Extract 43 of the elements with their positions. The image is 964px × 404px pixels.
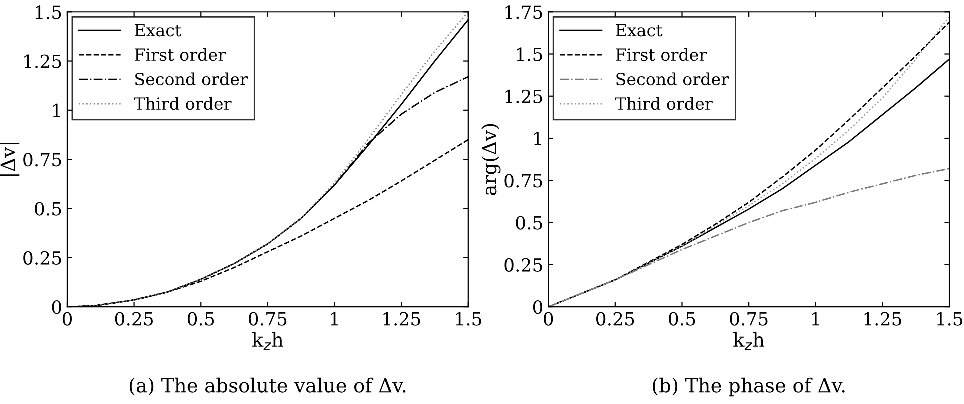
x-tick-label: 0.25 [115, 312, 154, 326]
legend-label: Exact [135, 24, 182, 37]
x-tick-label: 1.5 [937, 312, 963, 326]
y-tick-label: 1.25 [506, 90, 542, 104]
y-tick-label: 0.25 [504, 258, 542, 272]
x-tick-label: 0.5 [188, 312, 214, 326]
y-tick-label: 0.25 [24, 251, 62, 266]
legend-label: First order [135, 48, 226, 62]
y-tick-label: 1.25 [24, 54, 62, 68]
y-axis-title: |Δv| [0, 143, 20, 176]
x-tick-label: 0 [544, 312, 554, 326]
x-tick-label: 0 [62, 312, 72, 326]
y-tick-label: 1 [534, 132, 542, 146]
x-tick-label: 0.75 [249, 312, 287, 326]
y-tick-label: 1.75 [506, 6, 542, 20]
y-tick-label: 0.75 [24, 153, 62, 167]
y-tick-label: 0 [52, 300, 62, 314]
x-axis-title: k$_{z}$h [252, 332, 284, 350]
x-axis-title: k$_{z}$h [733, 332, 765, 350]
legend-label: Second order [136, 72, 248, 86]
y-tick-label: 0.75 [504, 174, 542, 188]
y-tick-label: 1 [53, 104, 60, 118]
x-tick-label: 1 [812, 312, 820, 326]
x-tick-label: 1.5 [456, 312, 482, 326]
x-tick-label: 1.25 [384, 312, 420, 326]
legend-label: Second order [616, 72, 730, 86]
y-tick-label: 1.5 [517, 48, 542, 62]
x-tick-label: 0.5 [669, 312, 696, 326]
x-tick-label: 1 [331, 312, 338, 326]
text: (a) The absolute value of Δv. [130, 378, 406, 396]
y-tick-label: 0.5 [35, 202, 62, 216]
legend-label: First order [616, 48, 708, 62]
legend-label: Third order [615, 97, 713, 110]
text: (b) The phase of Δv. [653, 378, 845, 397]
x-tick-label: 1.25 [864, 312, 902, 326]
y-tick-label: 0 [533, 300, 543, 314]
y-tick-label: 0.5 [516, 216, 542, 230]
y-tick-label: 1.5 [36, 6, 62, 20]
legend-label: Third order [134, 97, 232, 110]
legend-label: Exact [616, 24, 663, 37]
x-tick-label: 0.75 [730, 312, 768, 326]
y-axis-title: arg(Δv) [482, 124, 501, 196]
x-tick-label: 0.25 [596, 312, 634, 326]
